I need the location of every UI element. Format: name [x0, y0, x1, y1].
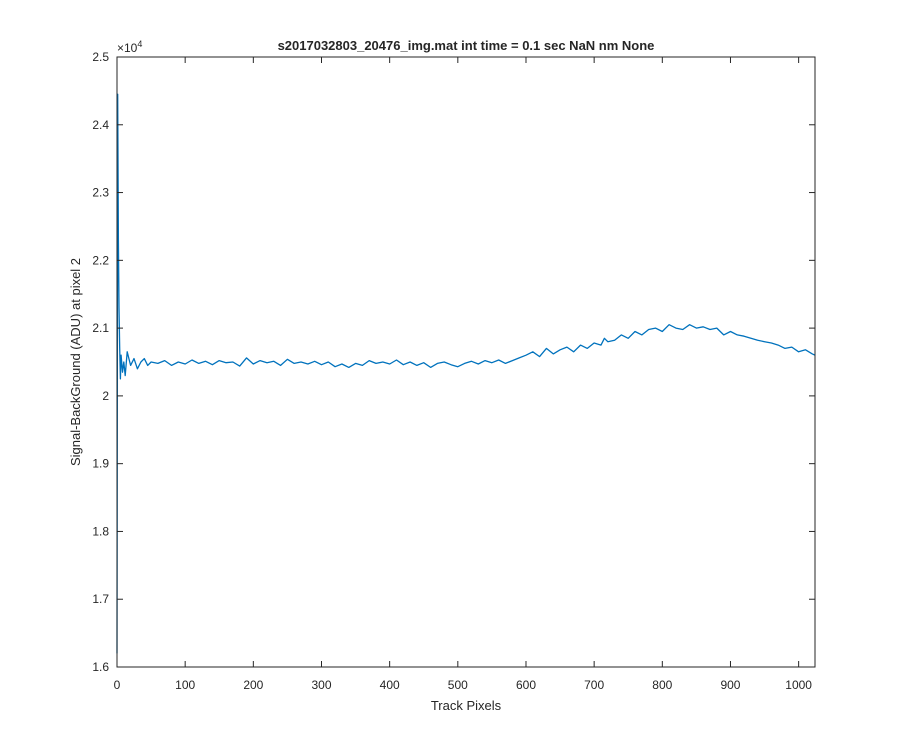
y-axis-label: Signal-BackGround (ADU) at pixel 2: [68, 258, 83, 466]
y-exponent-base: ×10: [117, 41, 138, 55]
y-tick-label: 2: [102, 389, 109, 403]
x-tick-label: 500: [448, 678, 468, 692]
y-tick-label: 2.3: [92, 186, 109, 200]
x-axis-label: Track Pixels: [431, 698, 502, 713]
x-tick-label: 0: [114, 678, 121, 692]
x-tick-label: 600: [516, 678, 536, 692]
y-exponent: ×104: [117, 39, 142, 55]
plot-frame: [116, 56, 816, 668]
y-tick-label: 1.6: [92, 660, 109, 674]
x-tick-label: 700: [584, 678, 604, 692]
x-tick-label: 900: [720, 678, 740, 692]
y-tick-label: 1.7: [92, 592, 109, 606]
x-tick-label: 1000: [785, 678, 812, 692]
x-ticks: 0 100 200 300 400 500 600 700 800 900 1000: [114, 57, 812, 692]
x-tick-label: 100: [175, 678, 195, 692]
y-tick-label: 2.5: [92, 50, 109, 64]
x-tick-label: 800: [652, 678, 672, 692]
y-tick-label: 2.1: [92, 321, 109, 335]
x-tick-label: 200: [243, 678, 263, 692]
x-tick-label: 300: [311, 678, 331, 692]
series-line: [116, 93, 816, 654]
y-tick-label: 1.8: [92, 524, 109, 538]
chart-title: s2017032803_20476_img.mat int time = 0.1…: [278, 38, 655, 53]
x-tick-label: 400: [380, 678, 400, 692]
y-tick-label: 2.2: [92, 253, 109, 267]
y-exponent-power: 4: [137, 39, 142, 49]
y-ticks: 1.6 1.7 1.8 1.9 2 2.1 2.2 2.3 2.4 2.5: [92, 50, 815, 674]
y-tick-label: 1.9: [92, 457, 109, 471]
y-tick-label: 2.4: [92, 118, 109, 132]
